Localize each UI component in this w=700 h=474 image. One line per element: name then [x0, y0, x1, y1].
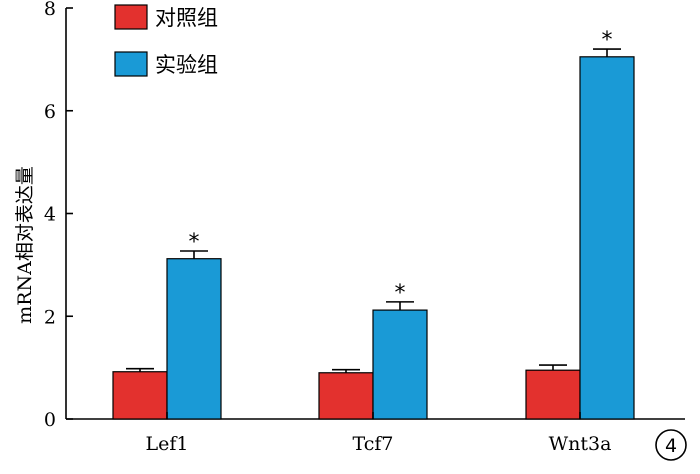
- x-tick-label: Lef1: [146, 433, 189, 455]
- bar-group: *: [166, 230, 222, 420]
- bar: [318, 372, 374, 420]
- bar: [372, 309, 428, 420]
- legend-swatch: [114, 51, 148, 77]
- bars: * * *: [112, 28, 635, 420]
- bar-group: [525, 364, 581, 420]
- panel-label: 4: [665, 435, 677, 457]
- bar-group: *: [372, 281, 428, 420]
- bar: [525, 369, 581, 420]
- bar: [166, 258, 222, 420]
- bar: [579, 56, 635, 420]
- y-ticks: 0 2 4 6 8: [44, 0, 73, 431]
- legend-swatch: [114, 4, 148, 30]
- panel-label-badge: 4: [655, 429, 687, 461]
- x-tick-label: Wnt3a: [549, 433, 612, 455]
- y-tick-label: 4: [44, 204, 56, 226]
- significance-marker: *: [602, 28, 613, 53]
- significance-marker: *: [189, 230, 200, 255]
- y-tick-label: 2: [44, 306, 56, 328]
- bar-group: [112, 367, 168, 420]
- legend-label: 对照组: [155, 6, 218, 30]
- legend-item: 实验组: [114, 51, 218, 77]
- legend-item: 对照组: [114, 4, 218, 30]
- significance-marker: *: [395, 281, 406, 306]
- bar: [112, 371, 168, 420]
- legend-label: 实验组: [155, 53, 218, 77]
- x-tick-labels: Lef1 Tcf7 Wnt3a: [146, 412, 612, 455]
- panel-label-circle: [655, 429, 687, 461]
- y-axis-label: mRNA相对表达量: [14, 166, 36, 324]
- bar-group: *: [579, 28, 635, 420]
- y-tick-label: 6: [44, 101, 56, 123]
- y-tick-label: 8: [44, 0, 56, 20]
- bar-group: [318, 368, 374, 420]
- y-tick-label: 0: [44, 409, 56, 431]
- x-tick-label: Tcf7: [353, 433, 394, 455]
